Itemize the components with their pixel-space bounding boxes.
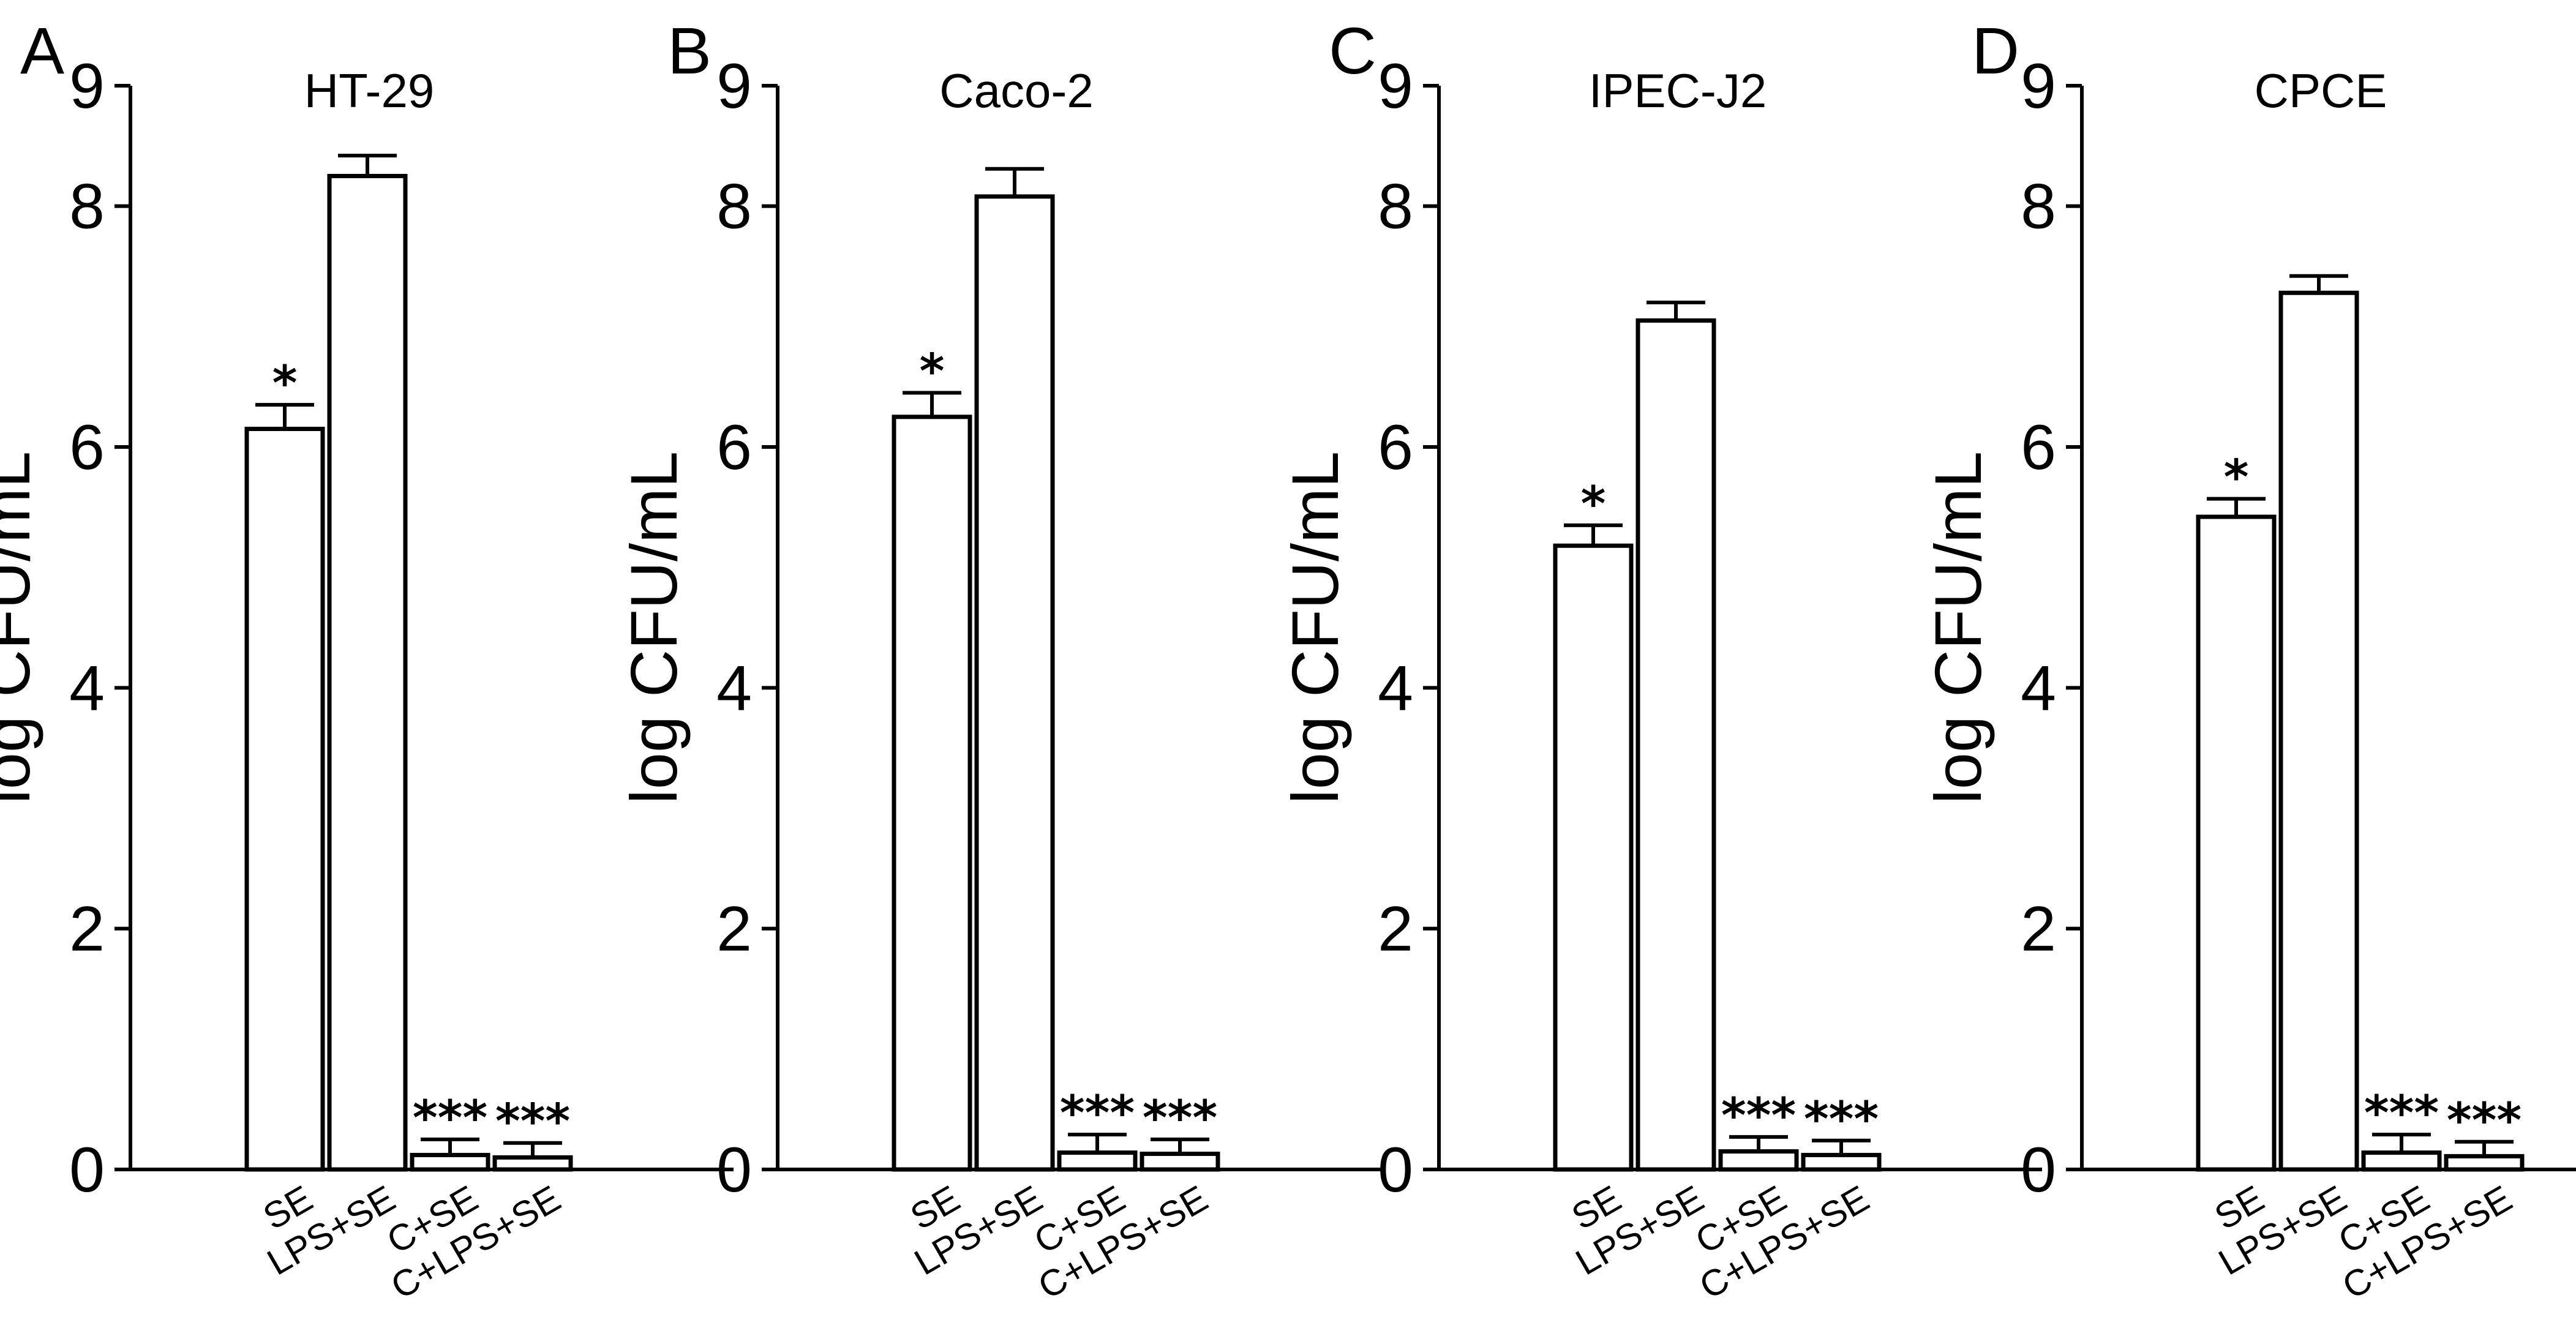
bar-c-plus-lps-plus-se [1801, 1152, 1882, 1172]
y-axis-label: log CFU/mL [1921, 451, 1995, 804]
y-tick-label: 0 [69, 1135, 105, 1206]
y-tick-label: 2 [1378, 894, 1413, 965]
significance-marker: * [272, 356, 298, 411]
bar-c-plus-se [1057, 1150, 1138, 1172]
bar-se [2196, 514, 2277, 1172]
y-tick-label: 9 [2021, 51, 2056, 122]
significance-marker: * [2224, 451, 2249, 506]
y-tick-label: 8 [716, 171, 752, 242]
y-tick-label: 6 [2021, 412, 2056, 483]
y-axis-label: log CFU/mL [0, 451, 43, 804]
y-tick-label: 8 [1378, 171, 1413, 242]
y-tick-label: 6 [69, 412, 105, 483]
y-tick-label: 9 [1378, 51, 1413, 122]
panel-title: HT-29 [304, 64, 434, 118]
significance-marker: *** [1721, 1089, 1796, 1144]
y-axis-label: log CFU/mL [617, 451, 691, 804]
panel-title: IPEC-J2 [1589, 64, 1767, 118]
significance-marker: *** [495, 1095, 570, 1150]
significance-marker: *** [2447, 1094, 2522, 1149]
bar-lps-plus-se [2278, 290, 2359, 1172]
significance-marker: *** [413, 1091, 487, 1146]
y-tick-label: 8 [69, 171, 105, 242]
y-tick-label: 4 [716, 653, 752, 724]
significance-marker: * [920, 345, 945, 400]
y-tick-label: 0 [2021, 1135, 2056, 1206]
y-tick-label: 2 [2021, 894, 2056, 965]
panel-letter: A [20, 13, 64, 88]
significance-marker: *** [1143, 1091, 1217, 1146]
y-tick-label: 0 [1378, 1135, 1413, 1206]
y-tick-label: 8 [2021, 171, 2056, 242]
bar-c-plus-lps-plus-se [2444, 1154, 2525, 1172]
y-tick-label: 2 [716, 894, 752, 965]
bar-c-plus-se [1718, 1149, 1799, 1172]
panel-title: Caco-2 [939, 64, 1093, 118]
y-tick-label: 2 [69, 894, 105, 965]
y-tick-label: 6 [1378, 412, 1413, 483]
bar-se [244, 427, 325, 1172]
y-tick-label: 4 [1378, 653, 1413, 724]
panel-letter: B [667, 13, 712, 88]
y-tick-label: 4 [69, 653, 105, 724]
bar-lps-plus-se [974, 194, 1055, 1172]
y-tick-label: 4 [2021, 653, 2056, 724]
panel-letter: C [1329, 13, 1376, 88]
significance-marker: *** [2364, 1086, 2439, 1141]
bar-lps-plus-se [327, 174, 408, 1172]
significance-marker: * [1581, 477, 1606, 532]
y-tick-label: 9 [69, 51, 105, 122]
bar-lps-plus-se [1635, 318, 1716, 1172]
panel-title: CPCE [2255, 64, 2387, 118]
bar-se [892, 415, 972, 1172]
bar-c-plus-se [410, 1152, 490, 1172]
significance-marker: *** [1060, 1086, 1135, 1141]
significance-marker: *** [1804, 1092, 1879, 1147]
bar-c-plus-se [2361, 1150, 2442, 1172]
y-tick-label: 0 [716, 1135, 752, 1206]
bar-c-plus-lps-plus-se [1140, 1151, 1220, 1172]
y-tick-label: 9 [716, 51, 752, 122]
bar-c-plus-lps-plus-se [492, 1155, 573, 1172]
panel-letter: D [1972, 13, 2019, 88]
y-axis-label: log CFU/mL [1278, 451, 1352, 804]
y-tick-label: 6 [716, 412, 752, 483]
bar-se [1553, 543, 1634, 1172]
